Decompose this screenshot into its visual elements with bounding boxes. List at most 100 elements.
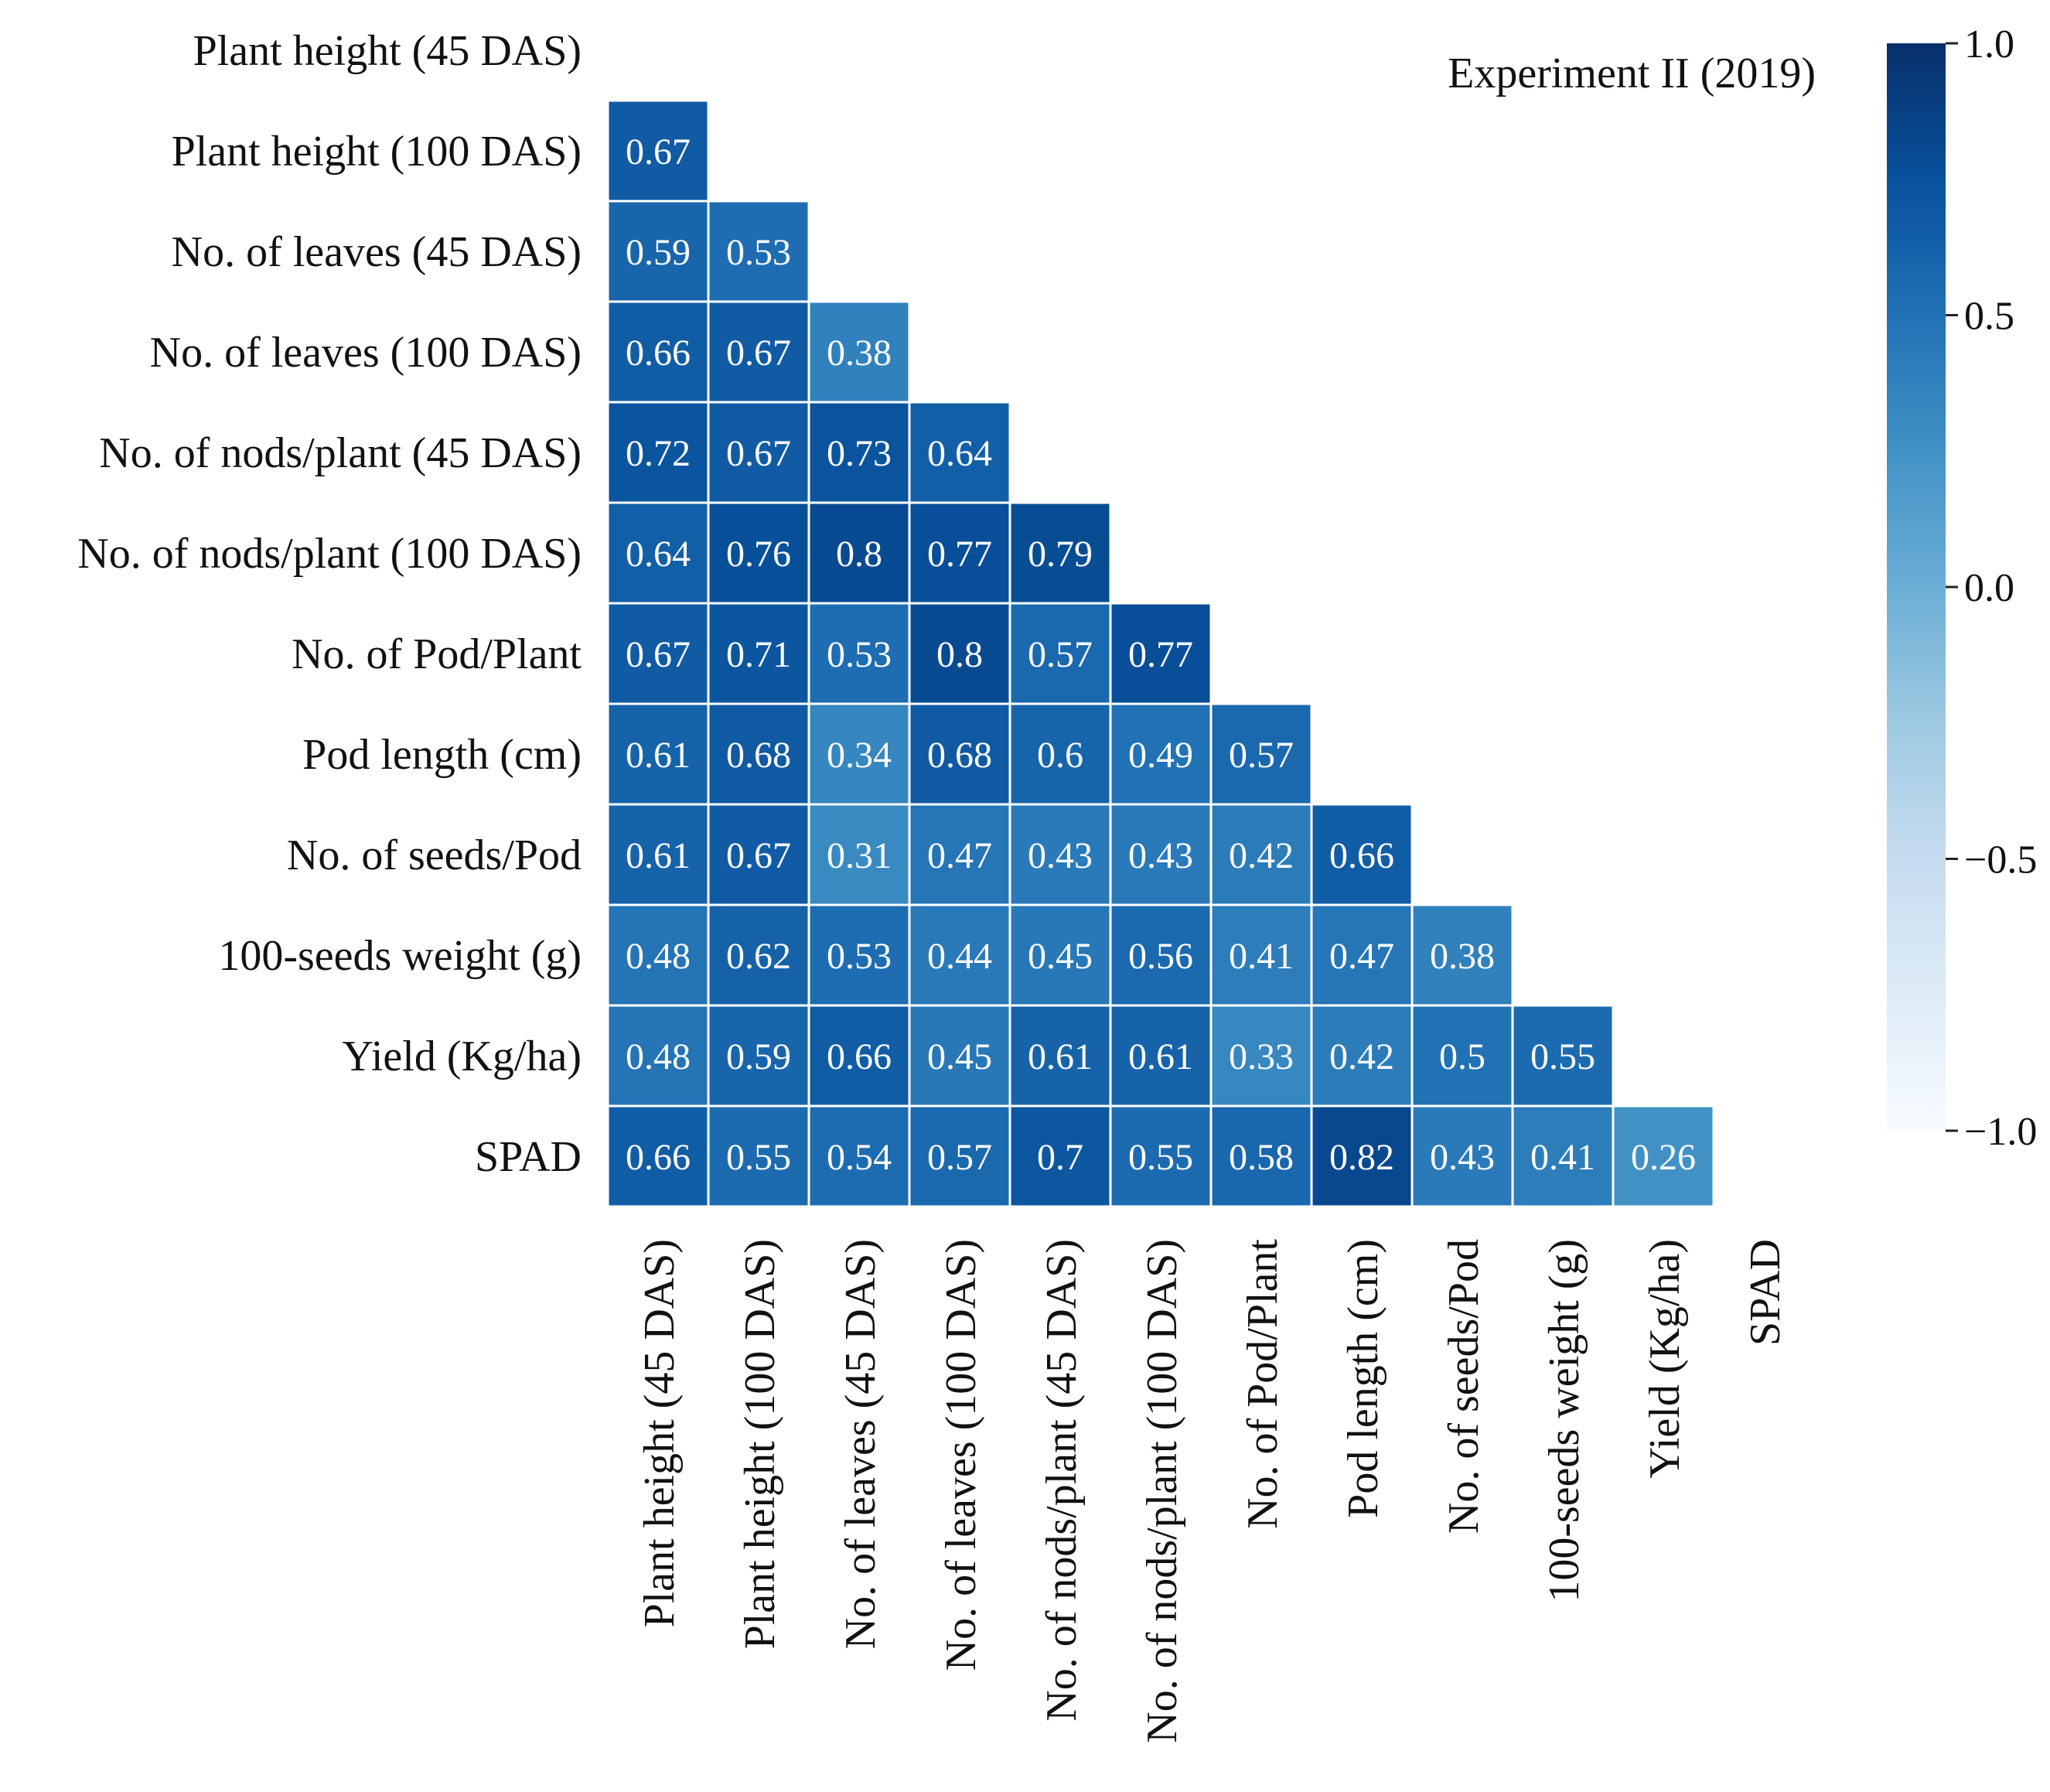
- cell-value-label: 0.41: [1229, 936, 1294, 977]
- cell-value-label: 0.59: [626, 232, 691, 273]
- cell-value-label: 0.53: [827, 634, 892, 675]
- cell-value-label: 0.55: [1128, 1137, 1193, 1178]
- cell-value-label: 0.67: [726, 433, 791, 474]
- heatmap-cell: [606, 903, 710, 1007]
- heatmap-cell: [1109, 602, 1213, 705]
- colorbar-tick-label: −0.5: [1964, 838, 2037, 882]
- heatmap-cell: [1209, 903, 1313, 1007]
- cell-value-label: 0.68: [927, 735, 992, 776]
- cell-value-label: 0.43: [1430, 1137, 1495, 1178]
- heatmap-cell: [1008, 1104, 1112, 1208]
- y-tick-label: No. of leaves (45 DAS): [172, 228, 582, 276]
- y-tick-label: No. of Pod/Plant: [292, 630, 582, 678]
- heatmap-cell: [606, 803, 710, 906]
- cell-value-label: 0.7: [1037, 1137, 1083, 1178]
- cell-value-label: 0.67: [726, 835, 791, 876]
- x-tick-label: SPAD: [1741, 1239, 1789, 1346]
- cell-value-label: 0.66: [827, 1036, 892, 1077]
- y-tick-label: Plant height (45 DAS): [193, 27, 582, 75]
- cell-value-label: 0.67: [626, 634, 691, 675]
- y-tick-label: Pod length (cm): [302, 731, 582, 779]
- heatmap-cell: [807, 803, 911, 906]
- heatmap-cell: [606, 602, 710, 705]
- heatmap-cell: [1310, 803, 1414, 906]
- x-tick-label: No. of nods/plant (100 DAS): [1138, 1239, 1186, 1743]
- heatmap-cell: [1310, 1004, 1414, 1108]
- x-tick-label: Yield (Kg/ha): [1641, 1239, 1689, 1478]
- cell-value-label: 0.45: [927, 1036, 992, 1077]
- cell-value-label: 0.57: [927, 1137, 992, 1178]
- heatmap-cell: [1209, 702, 1313, 806]
- cell-value-label: 0.31: [827, 835, 892, 876]
- cell-value-label: 0.34: [827, 735, 892, 776]
- cell-value-label: 0.5: [1439, 1036, 1485, 1077]
- cell-value-label: 0.64: [626, 534, 691, 575]
- cell-value-label: 0.61: [1028, 1036, 1093, 1077]
- heatmap-cell: [606, 99, 710, 203]
- y-tick-label: No. of seeds/Pod: [287, 831, 582, 879]
- cell-value-label: 0.64: [927, 433, 992, 474]
- heatmap-cell: [1410, 903, 1514, 1007]
- heatmap-cell: [1008, 1004, 1112, 1108]
- cell-value-label: 0.77: [1128, 634, 1193, 675]
- heatmap-cell: [1109, 1004, 1213, 1108]
- cell-value-label: 0.33: [1229, 1036, 1294, 1077]
- cell-value-label: 0.55: [726, 1137, 791, 1178]
- colorbar-gradient: [1887, 43, 1946, 1131]
- y-axis-tick-labels: Plant height (45 DAS) Plant height (100 D…: [77, 27, 582, 1181]
- heatmap-cell: [1109, 1104, 1213, 1208]
- heatmap-cell: [807, 300, 911, 404]
- x-tick-label: No. of nods/plant (45 DAS): [1038, 1239, 1086, 1722]
- heatmap-cell: [908, 401, 1011, 504]
- heatmap-cell: [1612, 1104, 1715, 1208]
- cell-value-label: 0.66: [626, 1137, 691, 1178]
- cell-value-label: 0.73: [827, 433, 892, 474]
- cell-value-label: 0.57: [1028, 634, 1093, 675]
- cell-value-label: 0.56: [1128, 936, 1193, 977]
- heatmap-cell: [1410, 1004, 1514, 1108]
- x-tick-label: Plant height (100 DAS): [736, 1239, 784, 1649]
- heatmap-cell: [707, 1104, 810, 1208]
- cell-value-label: 0.66: [626, 333, 691, 374]
- heatmap-cell: [1109, 702, 1213, 806]
- cell-value-label: 0.43: [1128, 835, 1193, 876]
- cell-value-label: 0.57: [1229, 735, 1294, 776]
- heatmap-cell: [707, 702, 810, 806]
- cell-value-label: 0.76: [726, 534, 791, 575]
- heatmap-cell: [1410, 1104, 1514, 1208]
- cell-value-label: 0.67: [726, 333, 791, 374]
- y-tick-label: 100-seeds weight (g): [218, 932, 582, 980]
- cell-value-label: 0.71: [726, 634, 791, 675]
- x-tick-label: No. of Pod/Plant: [1239, 1239, 1287, 1529]
- x-axis-tick-labels: Plant height (45 DAS) Plant height (100 D…: [636, 1239, 1789, 1743]
- cell-value-label: 0.79: [1028, 534, 1093, 575]
- cell-value-label: 0.67: [626, 131, 691, 172]
- cell-value-label: 0.59: [726, 1036, 791, 1077]
- cell-value-label: 0.8: [836, 534, 882, 575]
- cell-value-label: 0.42: [1329, 1036, 1394, 1077]
- cell-value-label: 0.82: [1329, 1137, 1394, 1178]
- colorbar: 1.0 0.5 0.0 −0.5 −1.0: [1887, 22, 2037, 1154]
- cell-value-label: 0.47: [927, 835, 992, 876]
- heatmap-cell: [1008, 602, 1112, 705]
- heatmap-cell: [1209, 1104, 1313, 1208]
- cell-value-label: 0.42: [1229, 835, 1294, 876]
- cell-value-label: 0.54: [827, 1137, 892, 1178]
- x-tick-label: Pod length (cm): [1339, 1239, 1387, 1518]
- heatmap-cell: [807, 1004, 911, 1108]
- heatmap-cell: [707, 401, 810, 504]
- heatmap-cell: [606, 1004, 710, 1108]
- colorbar-tick-label: 0.5: [1964, 295, 2014, 339]
- x-tick-label: No. of seeds/Pod: [1440, 1239, 1488, 1534]
- cell-value-label: 0.41: [1530, 1137, 1595, 1178]
- colorbar-tick-label: 1.0: [1964, 22, 2014, 67]
- cell-value-label: 0.48: [626, 936, 691, 977]
- y-tick-label: No. of nods/plant (45 DAS): [99, 429, 582, 477]
- cell-value-label: 0.61: [1128, 1036, 1193, 1077]
- x-tick-label: Plant height (45 DAS): [636, 1239, 684, 1627]
- cell-value-label: 0.53: [726, 232, 791, 273]
- y-tick-label: No. of leaves (100 DAS): [150, 329, 582, 377]
- cell-value-label: 0.68: [726, 735, 791, 776]
